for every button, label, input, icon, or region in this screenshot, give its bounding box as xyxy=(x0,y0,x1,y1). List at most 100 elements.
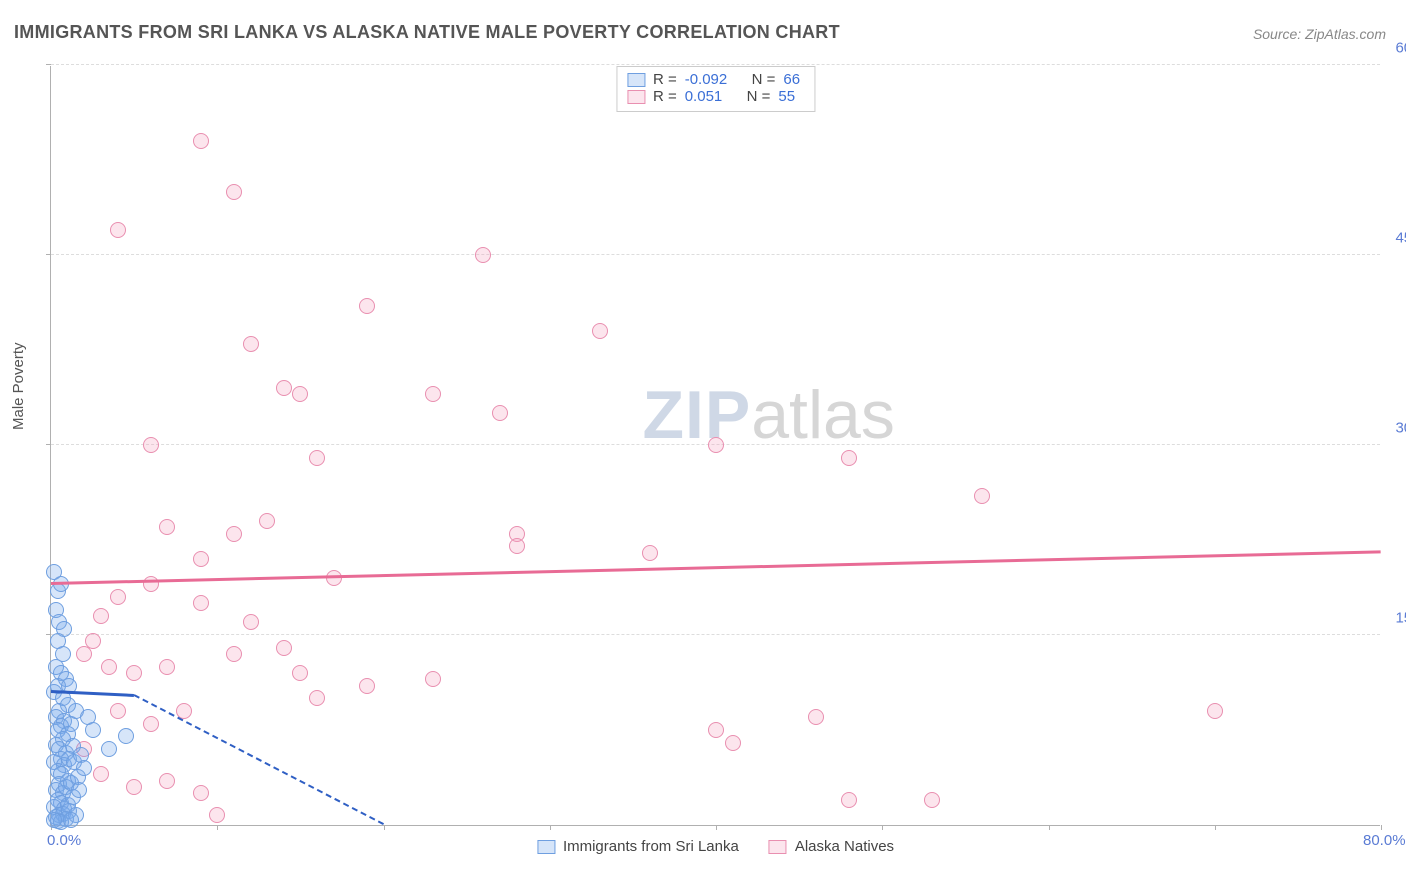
legend-label-pink: Alaska Natives xyxy=(795,838,894,855)
gridline xyxy=(51,254,1380,255)
x-tick-label: 0.0% xyxy=(47,832,81,849)
y-tick xyxy=(46,64,51,65)
data-point-blue xyxy=(118,728,134,744)
data-point-blue xyxy=(101,741,117,757)
data-point-blue xyxy=(46,812,62,828)
data-point-pink xyxy=(226,184,242,200)
r-label: R = xyxy=(653,88,677,105)
y-tick xyxy=(46,634,51,635)
data-point-pink xyxy=(126,779,142,795)
data-point-blue xyxy=(76,760,92,776)
data-point-pink xyxy=(243,336,259,352)
data-point-pink xyxy=(841,450,857,466)
x-tick xyxy=(384,825,385,830)
x-tick xyxy=(716,825,717,830)
data-point-pink xyxy=(309,690,325,706)
data-point-pink xyxy=(708,437,724,453)
data-point-pink xyxy=(642,545,658,561)
data-point-pink xyxy=(93,608,109,624)
r-label: R = xyxy=(653,71,677,88)
x-tick xyxy=(882,825,883,830)
data-point-pink xyxy=(243,614,259,630)
n-value-pink: 55 xyxy=(778,88,795,105)
watermark: ZIPatlas xyxy=(642,376,894,454)
data-point-pink xyxy=(159,519,175,535)
data-point-pink xyxy=(425,386,441,402)
data-point-pink xyxy=(359,298,375,314)
data-point-pink xyxy=(326,570,342,586)
data-point-pink xyxy=(101,659,117,675)
data-point-pink xyxy=(425,671,441,687)
x-tick xyxy=(217,825,218,830)
y-tick xyxy=(46,444,51,445)
data-point-pink xyxy=(276,380,292,396)
y-tick-label: 60.0% xyxy=(1395,40,1406,57)
data-point-pink xyxy=(592,323,608,339)
x-tick-label: 80.0% xyxy=(1363,832,1406,849)
r-value-pink: 0.051 xyxy=(685,88,723,105)
watermark-atlas: atlas xyxy=(751,377,895,453)
data-point-pink xyxy=(226,646,242,662)
data-point-pink xyxy=(259,513,275,529)
legend-label-blue: Immigrants from Sri Lanka xyxy=(563,838,739,855)
data-point-pink xyxy=(808,709,824,725)
data-point-pink xyxy=(309,450,325,466)
data-point-pink xyxy=(110,703,126,719)
data-point-pink xyxy=(193,133,209,149)
legend-item-pink: Alaska Natives xyxy=(769,838,894,855)
data-point-pink xyxy=(193,785,209,801)
y-tick xyxy=(46,254,51,255)
y-tick-label: 15.0% xyxy=(1395,610,1406,627)
data-point-pink xyxy=(292,386,308,402)
swatch-blue xyxy=(627,73,645,87)
data-point-pink xyxy=(93,766,109,782)
data-point-pink xyxy=(276,640,292,656)
scatter-chart: ZIPatlas R = -0.092 N = 66 R = 0.051 N =… xyxy=(50,66,1380,826)
y-tick-label: 45.0% xyxy=(1395,230,1406,247)
legend-item-blue: Immigrants from Sri Lanka xyxy=(537,838,739,855)
n-label: N = xyxy=(752,71,776,88)
swatch-pink xyxy=(769,840,787,854)
x-tick xyxy=(1049,825,1050,830)
x-tick xyxy=(1215,825,1216,830)
data-point-pink xyxy=(924,792,940,808)
n-value-blue: 66 xyxy=(783,71,800,88)
data-point-pink xyxy=(110,222,126,238)
y-tick-label: 30.0% xyxy=(1395,420,1406,437)
data-point-pink xyxy=(725,735,741,751)
y-axis-label: Male Poverty xyxy=(10,342,27,430)
data-point-pink xyxy=(209,807,225,823)
data-point-pink xyxy=(292,665,308,681)
data-point-pink xyxy=(193,551,209,567)
data-point-pink xyxy=(359,678,375,694)
gridline xyxy=(51,64,1380,65)
watermark-zip: ZIP xyxy=(642,377,751,453)
source-attribution: Source: ZipAtlas.com xyxy=(1253,26,1386,42)
data-point-pink xyxy=(110,589,126,605)
chart-container: IMMIGRANTS FROM SRI LANKA VS ALASKA NATI… xyxy=(0,0,1406,892)
data-point-pink xyxy=(159,773,175,789)
data-point-pink xyxy=(143,716,159,732)
swatch-pink xyxy=(627,90,645,104)
data-point-pink xyxy=(143,437,159,453)
x-tick xyxy=(550,825,551,830)
data-point-blue xyxy=(85,722,101,738)
trend-line xyxy=(134,694,384,825)
series-legend: Immigrants from Sri Lanka Alaska Natives xyxy=(537,838,894,855)
legend-row-blue: R = -0.092 N = 66 xyxy=(627,71,800,88)
gridline xyxy=(51,634,1380,635)
data-point-pink xyxy=(974,488,990,504)
data-point-pink xyxy=(475,247,491,263)
data-point-pink xyxy=(76,646,92,662)
legend-row-pink: R = 0.051 N = 55 xyxy=(627,88,800,105)
r-value-blue: -0.092 xyxy=(685,71,728,88)
data-point-pink xyxy=(126,665,142,681)
data-point-pink xyxy=(841,792,857,808)
data-point-pink xyxy=(193,595,209,611)
data-point-pink xyxy=(226,526,242,542)
data-point-pink xyxy=(159,659,175,675)
data-point-pink xyxy=(492,405,508,421)
data-point-blue xyxy=(71,782,87,798)
chart-title: IMMIGRANTS FROM SRI LANKA VS ALASKA NATI… xyxy=(14,22,840,43)
data-point-pink xyxy=(708,722,724,738)
